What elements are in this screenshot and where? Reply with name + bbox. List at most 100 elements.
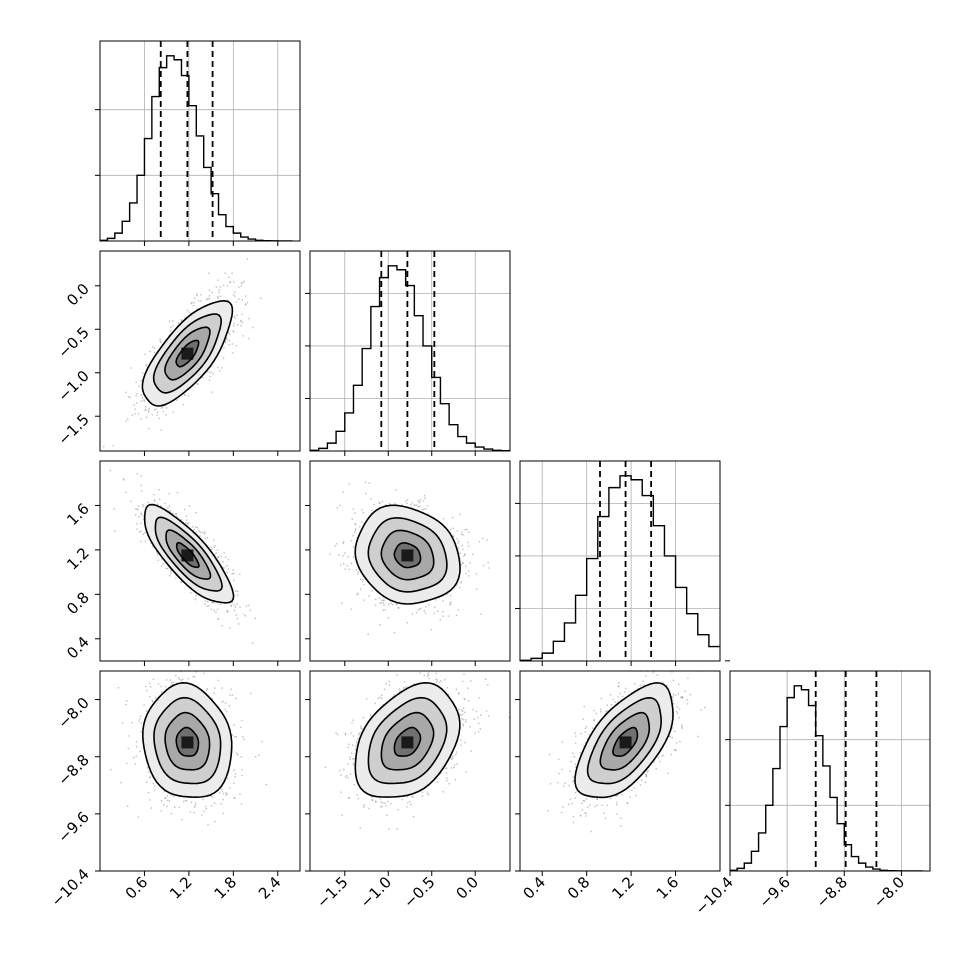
sample-point xyxy=(246,258,249,260)
sample-point xyxy=(208,295,211,297)
contour-line xyxy=(154,516,223,592)
sample-point xyxy=(229,281,231,283)
sample-point xyxy=(136,402,138,404)
histogram-step xyxy=(100,55,293,241)
sample-point xyxy=(348,483,351,485)
sample-point xyxy=(406,502,408,505)
sample-point xyxy=(239,606,241,608)
sample-point xyxy=(216,549,219,551)
sample-point xyxy=(384,609,386,611)
sample-point xyxy=(125,420,128,422)
sample-point xyxy=(200,300,202,302)
sample-point xyxy=(354,531,356,534)
marginal-panel-3 xyxy=(730,671,930,871)
sample-point xyxy=(362,512,365,514)
sample-point xyxy=(346,564,348,567)
sample-point xyxy=(423,609,425,612)
sample-point xyxy=(178,806,181,809)
sample-point xyxy=(352,556,355,558)
sample-point xyxy=(140,484,143,487)
sample-point xyxy=(167,507,169,509)
sample-point xyxy=(217,618,219,620)
sample-point xyxy=(214,554,216,556)
sample-point xyxy=(215,552,217,554)
sample-point xyxy=(193,297,196,299)
sample-point xyxy=(342,542,344,544)
sample-point xyxy=(367,633,369,635)
sample-point xyxy=(165,567,167,570)
sample-point xyxy=(145,408,147,411)
sample-point xyxy=(486,539,488,541)
sample-point xyxy=(192,305,195,307)
sample-point xyxy=(227,559,229,561)
sample-point xyxy=(130,367,132,369)
sample-point xyxy=(435,599,437,601)
density-frame-1-2 xyxy=(309,460,511,662)
sample-point xyxy=(142,518,145,520)
sample-point xyxy=(423,495,426,497)
sample-point xyxy=(218,289,220,291)
sample-point xyxy=(233,609,236,612)
sample-point xyxy=(338,554,340,556)
sample-point xyxy=(343,541,345,543)
sample-point xyxy=(215,611,217,613)
sample-point xyxy=(138,516,140,518)
sample-point xyxy=(356,593,358,596)
sample-point xyxy=(456,584,458,587)
sample-point xyxy=(379,602,381,604)
sample-point xyxy=(143,400,146,402)
sample-point xyxy=(442,518,445,520)
sample-point xyxy=(152,345,154,348)
density-panel-0-1 xyxy=(103,258,262,448)
sample-point xyxy=(160,800,163,802)
sample-point xyxy=(204,538,207,540)
sample-point xyxy=(147,791,150,794)
sample-point xyxy=(150,542,152,544)
sample-point xyxy=(455,614,458,616)
sample-point xyxy=(393,502,396,505)
sample-point xyxy=(188,505,191,507)
sample-point xyxy=(239,573,241,575)
sample-point xyxy=(210,365,212,368)
sample-point xyxy=(238,286,240,288)
sample-point xyxy=(207,601,209,603)
sample-point xyxy=(222,700,225,702)
sample-point xyxy=(379,596,381,599)
sample-point xyxy=(368,595,370,597)
sample-point xyxy=(416,504,418,506)
sample-point xyxy=(188,311,190,313)
sample-point xyxy=(236,754,239,756)
sample-point xyxy=(351,518,353,520)
sample-point xyxy=(117,687,120,689)
sample-point xyxy=(202,376,204,379)
sample-point xyxy=(459,586,461,589)
sample-point xyxy=(235,614,238,616)
sample-point xyxy=(220,555,222,558)
sample-point xyxy=(244,615,247,617)
sample-point xyxy=(226,571,228,574)
sample-point xyxy=(136,523,138,525)
sample-point xyxy=(231,602,234,604)
sample-point xyxy=(413,504,416,506)
sample-point xyxy=(229,787,231,789)
sample-point xyxy=(163,663,164,664)
sample-point xyxy=(411,613,414,615)
sample-point xyxy=(438,596,440,599)
sample-point xyxy=(240,756,243,758)
sample-point xyxy=(198,530,200,532)
sample-point xyxy=(401,504,403,506)
sample-point xyxy=(156,553,159,555)
sample-point xyxy=(233,769,235,771)
sample-point xyxy=(342,491,344,493)
sample-point xyxy=(224,702,227,704)
sample-point xyxy=(144,531,146,534)
sample-point xyxy=(166,805,168,808)
sample-point xyxy=(380,602,383,604)
sample-point xyxy=(160,505,162,507)
sample-point xyxy=(439,619,441,621)
sample-point xyxy=(236,594,239,596)
sample-point xyxy=(169,510,172,512)
sample-point xyxy=(352,535,354,537)
sample-point xyxy=(186,309,189,312)
sample-point xyxy=(213,601,215,604)
